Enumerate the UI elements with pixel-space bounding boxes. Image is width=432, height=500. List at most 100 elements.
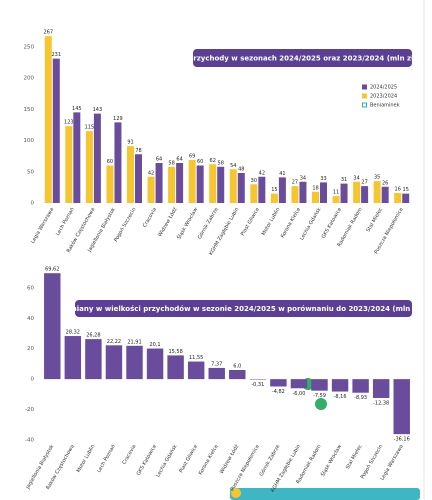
value-label: 33 — [320, 176, 326, 182]
bar — [311, 379, 328, 391]
value-label: 27 — [361, 180, 367, 186]
value-label: 15,58 — [168, 349, 182, 355]
value-label: 69 — [189, 153, 195, 159]
bar — [373, 181, 381, 203]
bar — [155, 163, 163, 203]
bar — [167, 355, 184, 380]
bar — [52, 58, 60, 203]
y-tick-label: 100 — [24, 138, 35, 144]
value-label: 26,28 — [86, 333, 100, 339]
bar — [340, 183, 348, 203]
value-label: 18 — [312, 185, 318, 191]
legend-swatch — [362, 102, 367, 108]
bar — [106, 165, 114, 203]
value-label: 115 — [85, 125, 95, 131]
bar — [146, 348, 164, 380]
bottom-banner — [230, 488, 420, 500]
value-label: 143 — [93, 107, 103, 113]
value-label: 42 — [259, 170, 265, 176]
chart-title: Zmiany w wielkości przychodów w sezonie … — [64, 305, 422, 313]
bar — [188, 159, 196, 203]
legend-label: Beniaminek — [370, 103, 400, 109]
value-label: 129 — [113, 116, 123, 122]
bar — [278, 177, 286, 203]
legend-label: 2023/2024 — [370, 94, 397, 100]
value-label: 27 — [292, 180, 298, 186]
value-label: -0,31 — [251, 382, 264, 388]
value-label: 42 — [148, 170, 154, 176]
title-box — [193, 49, 412, 67]
y-tick-label: -40 — [25, 438, 34, 444]
bar — [65, 126, 73, 203]
y-tick-label: 0 — [31, 377, 35, 383]
bar — [44, 273, 61, 380]
y-tick-label: 250 — [24, 44, 35, 50]
bar — [196, 165, 204, 203]
legend-label: 2024/2025 — [370, 85, 397, 91]
value-label: 123 — [64, 120, 74, 126]
bar — [168, 166, 176, 203]
value-label: 15 — [403, 187, 409, 193]
value-label: -8,16 — [334, 394, 347, 400]
value-label: 28,32 — [66, 330, 80, 336]
bar — [312, 191, 319, 203]
bar — [372, 379, 390, 398]
value-label: 6,0 — [233, 364, 241, 370]
bar — [320, 182, 327, 203]
value-label: 21,91 — [127, 339, 141, 345]
bar — [299, 181, 307, 203]
bar — [331, 379, 349, 392]
y-tick-label: 150 — [24, 107, 35, 113]
bar — [73, 112, 81, 203]
value-label: 34 — [353, 175, 359, 181]
value-label: 267 — [44, 30, 54, 36]
bar — [217, 166, 225, 203]
bar — [270, 193, 278, 203]
y-tick-label: -20 — [25, 407, 34, 413]
value-label: -12,38 — [373, 400, 389, 406]
bar — [394, 193, 402, 203]
bar — [147, 176, 155, 203]
bar — [114, 122, 122, 203]
value-label: 41 — [279, 171, 285, 177]
value-label: 69,62 — [45, 267, 59, 273]
bar — [44, 36, 52, 203]
value-label: 64 — [176, 157, 182, 163]
value-label: 54 — [230, 163, 236, 169]
value-label: 22,22 — [107, 339, 121, 345]
bar — [209, 164, 217, 203]
y-tick-label: 20 — [27, 346, 34, 352]
value-label: -6,00 — [292, 391, 305, 397]
bar — [352, 379, 369, 393]
value-label: 26 — [382, 180, 388, 186]
value-label: 11 — [333, 190, 339, 196]
bar — [270, 379, 287, 387]
value-label: -36,16 — [394, 437, 410, 443]
value-label: -4,82 — [272, 389, 285, 395]
title-box — [75, 300, 412, 317]
banner-icon — [231, 488, 241, 498]
value-label: -7,59 — [313, 393, 326, 399]
bar — [85, 131, 93, 203]
value-label: 64 — [156, 157, 162, 163]
value-label: 35 — [374, 175, 380, 181]
value-label: 60 — [107, 159, 113, 165]
value-label: 7,37 — [211, 361, 222, 367]
legend-swatch — [362, 84, 367, 90]
bar — [258, 176, 266, 203]
bar — [393, 379, 410, 435]
bar — [237, 173, 245, 203]
y-tick-label: 0 — [31, 201, 35, 207]
value-label: 58 — [168, 160, 174, 166]
value-label: 62 — [210, 158, 216, 164]
bar — [105, 345, 123, 380]
bar — [208, 367, 225, 380]
bar — [381, 186, 389, 203]
bar — [290, 379, 308, 389]
y-tick-label: 40 — [27, 316, 34, 322]
bar — [93, 113, 101, 203]
bar — [353, 181, 361, 203]
bar — [229, 169, 237, 203]
